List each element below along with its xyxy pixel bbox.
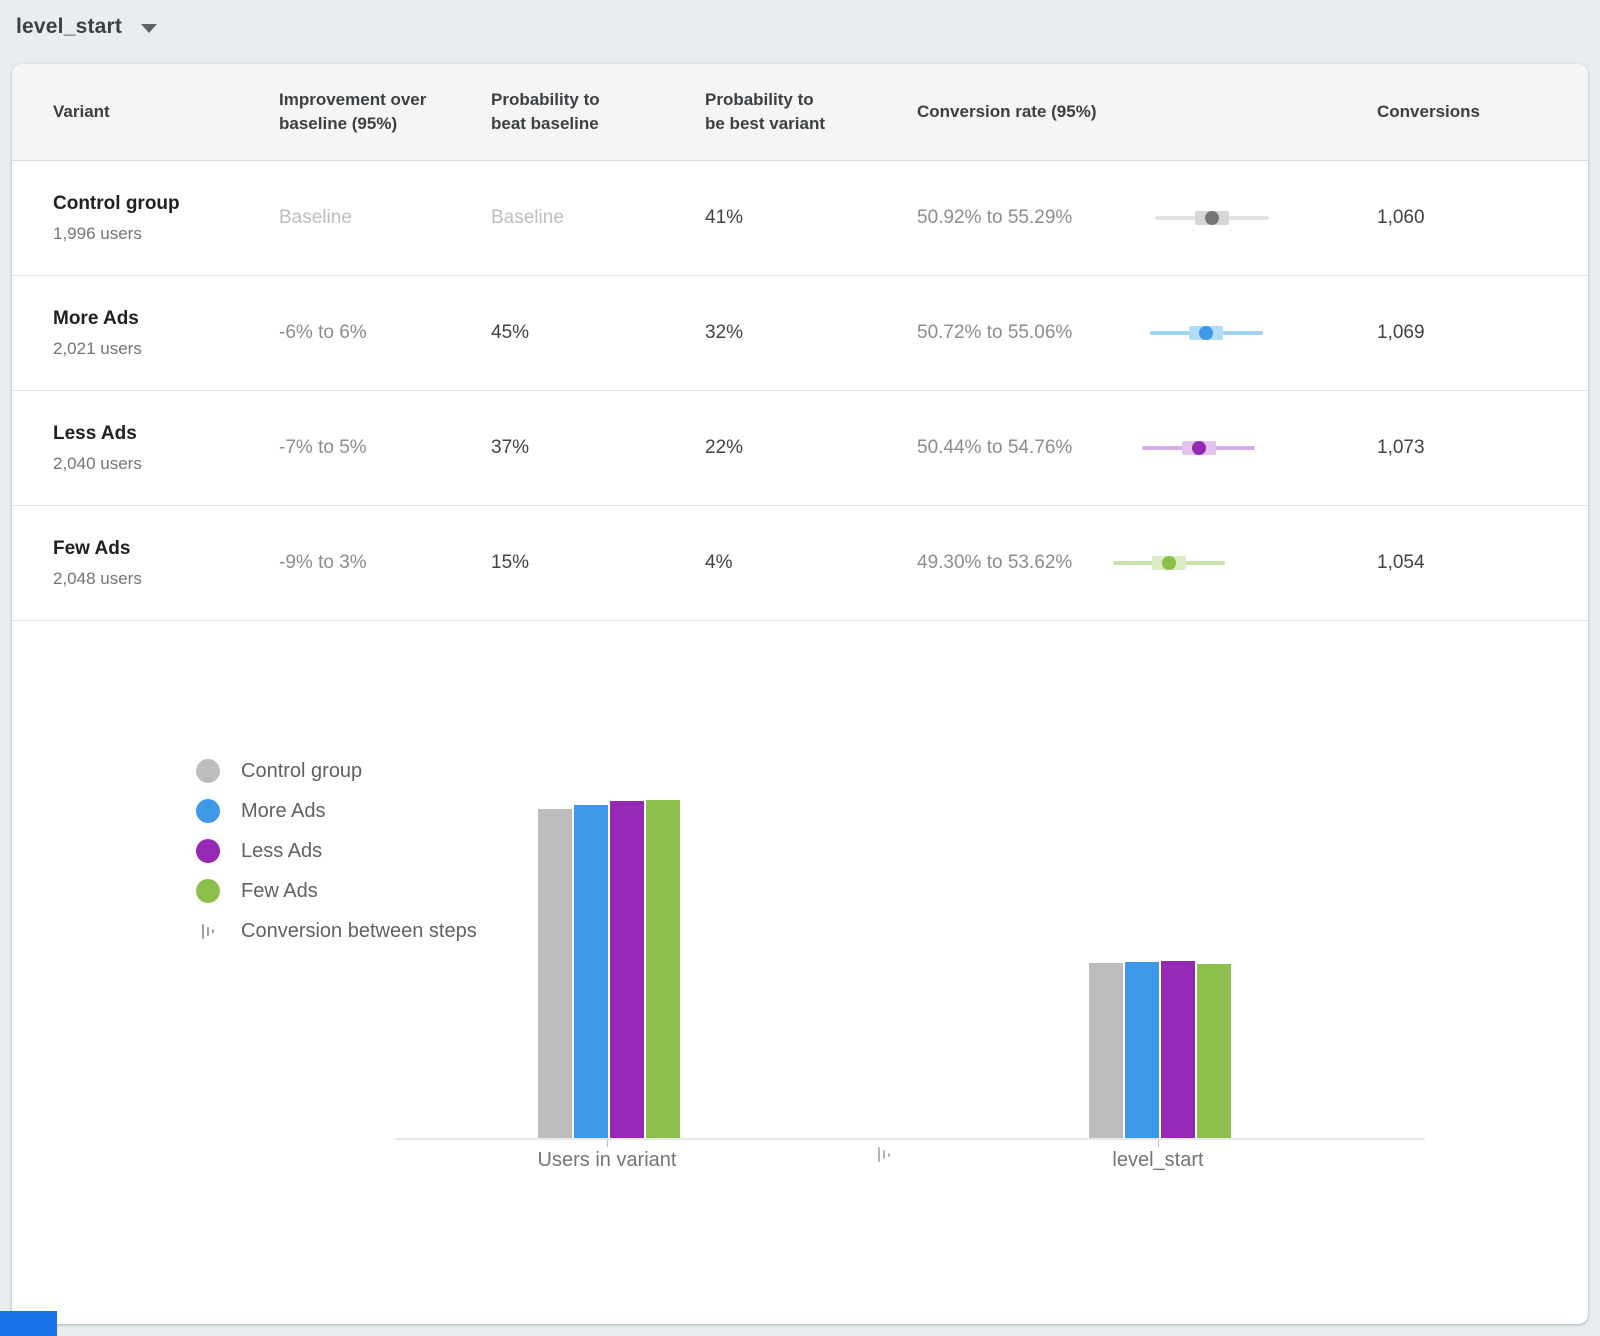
improvement-value: -6% to 6% [279, 322, 367, 343]
bar-more-ads-0[interactable] [574, 805, 608, 1138]
toolbar: level_start [16, 10, 158, 44]
conversion-rate-range: 49.30% to 53.62% [917, 552, 1073, 573]
legend-label: Control group [241, 759, 363, 782]
bar-more-ads-1[interactable] [1125, 962, 1159, 1138]
bar-few-ads-1[interactable] [1197, 964, 1231, 1138]
x-axis-tick [607, 1140, 608, 1147]
variant-users: 1,996 users [53, 223, 142, 243]
conversion-rate-interval-chart [1097, 552, 1357, 574]
prob-best-variant-value: 4% [705, 552, 733, 573]
prob-beat-baseline-value: 37% [491, 437, 530, 458]
legend-swatch-less-ads [196, 839, 220, 863]
legend-item-control-group[interactable]: Control group [196, 759, 477, 783]
variant-name: More Ads [53, 307, 139, 329]
conversion-rate-range: 50.44% to 54.76% [917, 437, 1073, 458]
variant-cell: More Ads 2,021 users [12, 308, 279, 359]
bar-few-ads-0[interactable] [646, 800, 680, 1138]
legend-item-less-ads[interactable]: Less Ads [196, 839, 477, 863]
x-axis-label-level-start: level_start [1112, 1149, 1204, 1171]
legend-swatch-few-ads [196, 879, 220, 903]
prob-beat-baseline-value: Baseline [491, 207, 564, 228]
column-header-improvement: Improvement over baseline (95%) [279, 90, 427, 133]
results-card: Variant Improvement over baseline (95%) … [12, 64, 1588, 1324]
prob-best-variant-value: 22% [705, 437, 744, 458]
legend-item-more-ads[interactable]: More Ads [196, 799, 477, 823]
variant-cell: Control group 1,996 users [12, 193, 279, 244]
prob-best-variant-value: 41% [705, 207, 744, 228]
legend-label: More Ads [241, 799, 326, 822]
horizontal-scrollbar-thumb[interactable] [0, 1311, 57, 1336]
chart-legend: Control group More Ads Less Ads Few Ads … [196, 759, 477, 943]
column-header-prob-best-variant: Probability to be best variant [705, 90, 825, 133]
conversion-between-steps-icon [196, 923, 220, 939]
conversion-rate-cell: 50.92% to 55.29% [917, 207, 1377, 229]
column-header-conversion-rate: Conversion rate (95%) [917, 102, 1097, 121]
prob-best-variant-value: 32% [705, 322, 744, 343]
legend-swatch-more-ads [196, 799, 220, 823]
table-row[interactable]: More Ads 2,021 users -6% to 6% 45% 32% 5… [12, 276, 1588, 391]
conversions-value: 1,060 [1377, 207, 1425, 228]
table-header: Variant Improvement over baseline (95%) … [12, 64, 1588, 161]
variant-users: 2,048 users [53, 568, 142, 588]
conversion-rate-interval-chart [1097, 207, 1357, 229]
table-row[interactable]: Less Ads 2,040 users -7% to 5% 37% 22% 5… [12, 391, 1588, 506]
x-axis-line [395, 1138, 1425, 1140]
prob-beat-baseline-value: 15% [491, 552, 530, 573]
metric-selector-dropdown[interactable]: level_start [16, 15, 158, 39]
table-row[interactable]: Few Ads 2,048 users -9% to 3% 15% 4% 49.… [12, 506, 1588, 621]
conversion-rate-cell: 50.44% to 54.76% [917, 437, 1377, 459]
x-axis-label-users-in-variant: Users in variant [537, 1149, 677, 1171]
metric-selector-label: level_start [16, 15, 123, 38]
conversion-rate-range: 50.92% to 55.29% [917, 207, 1073, 228]
conversion-rate-interval-chart [1097, 437, 1357, 459]
variant-cell: Less Ads 2,040 users [12, 423, 279, 474]
conversions-value: 1,069 [1377, 322, 1425, 343]
conversions-value: 1,073 [1377, 437, 1425, 458]
variant-name: Few Ads [53, 537, 131, 559]
legend-label: Few Ads [241, 879, 318, 902]
legend-label: Conversion between steps [241, 919, 477, 942]
variant-name: Less Ads [53, 422, 137, 444]
bar-control-group-0[interactable] [538, 809, 572, 1138]
conversions-value: 1,054 [1377, 552, 1425, 573]
legend-item-conversion-between-steps: Conversion between steps [196, 919, 477, 943]
conversion-rate-cell: 50.72% to 55.06% [917, 322, 1377, 344]
improvement-value: Baseline [279, 207, 352, 228]
column-header-variant: Variant [53, 102, 110, 121]
funnel-bar-chart: Control group More Ads Less Ads Few Ads … [12, 621, 1588, 1327]
bar-control-group-1[interactable] [1089, 963, 1123, 1138]
conversion-rate-cell: 49.30% to 53.62% [917, 552, 1377, 574]
variant-users: 2,040 users [53, 453, 142, 473]
x-axis-tick [1158, 1140, 1159, 1147]
conversion-rate-interval-chart [1097, 322, 1357, 344]
conversion-between-steps-icon [872, 1147, 896, 1162]
variant-name: Control group [53, 192, 180, 214]
legend-label: Less Ads [241, 839, 323, 862]
table-row[interactable]: Control group 1,996 users Baseline Basel… [12, 161, 1588, 276]
improvement-value: -7% to 5% [279, 437, 367, 458]
conversion-rate-range: 50.72% to 55.06% [917, 322, 1073, 343]
legend-item-few-ads[interactable]: Few Ads [196, 879, 477, 903]
column-header-prob-beat-baseline: Probability to beat baseline [491, 90, 600, 133]
column-header-conversions: Conversions [1377, 102, 1480, 121]
bar-less-ads-0[interactable] [610, 801, 644, 1138]
legend-swatch-control-group [196, 759, 220, 783]
variant-cell: Few Ads 2,048 users [12, 538, 279, 589]
prob-beat-baseline-value: 45% [491, 322, 530, 343]
caret-down-icon [141, 24, 158, 33]
improvement-value: -9% to 3% [279, 552, 367, 573]
bar-less-ads-1[interactable] [1161, 961, 1195, 1138]
variant-users: 2,021 users [53, 338, 142, 358]
